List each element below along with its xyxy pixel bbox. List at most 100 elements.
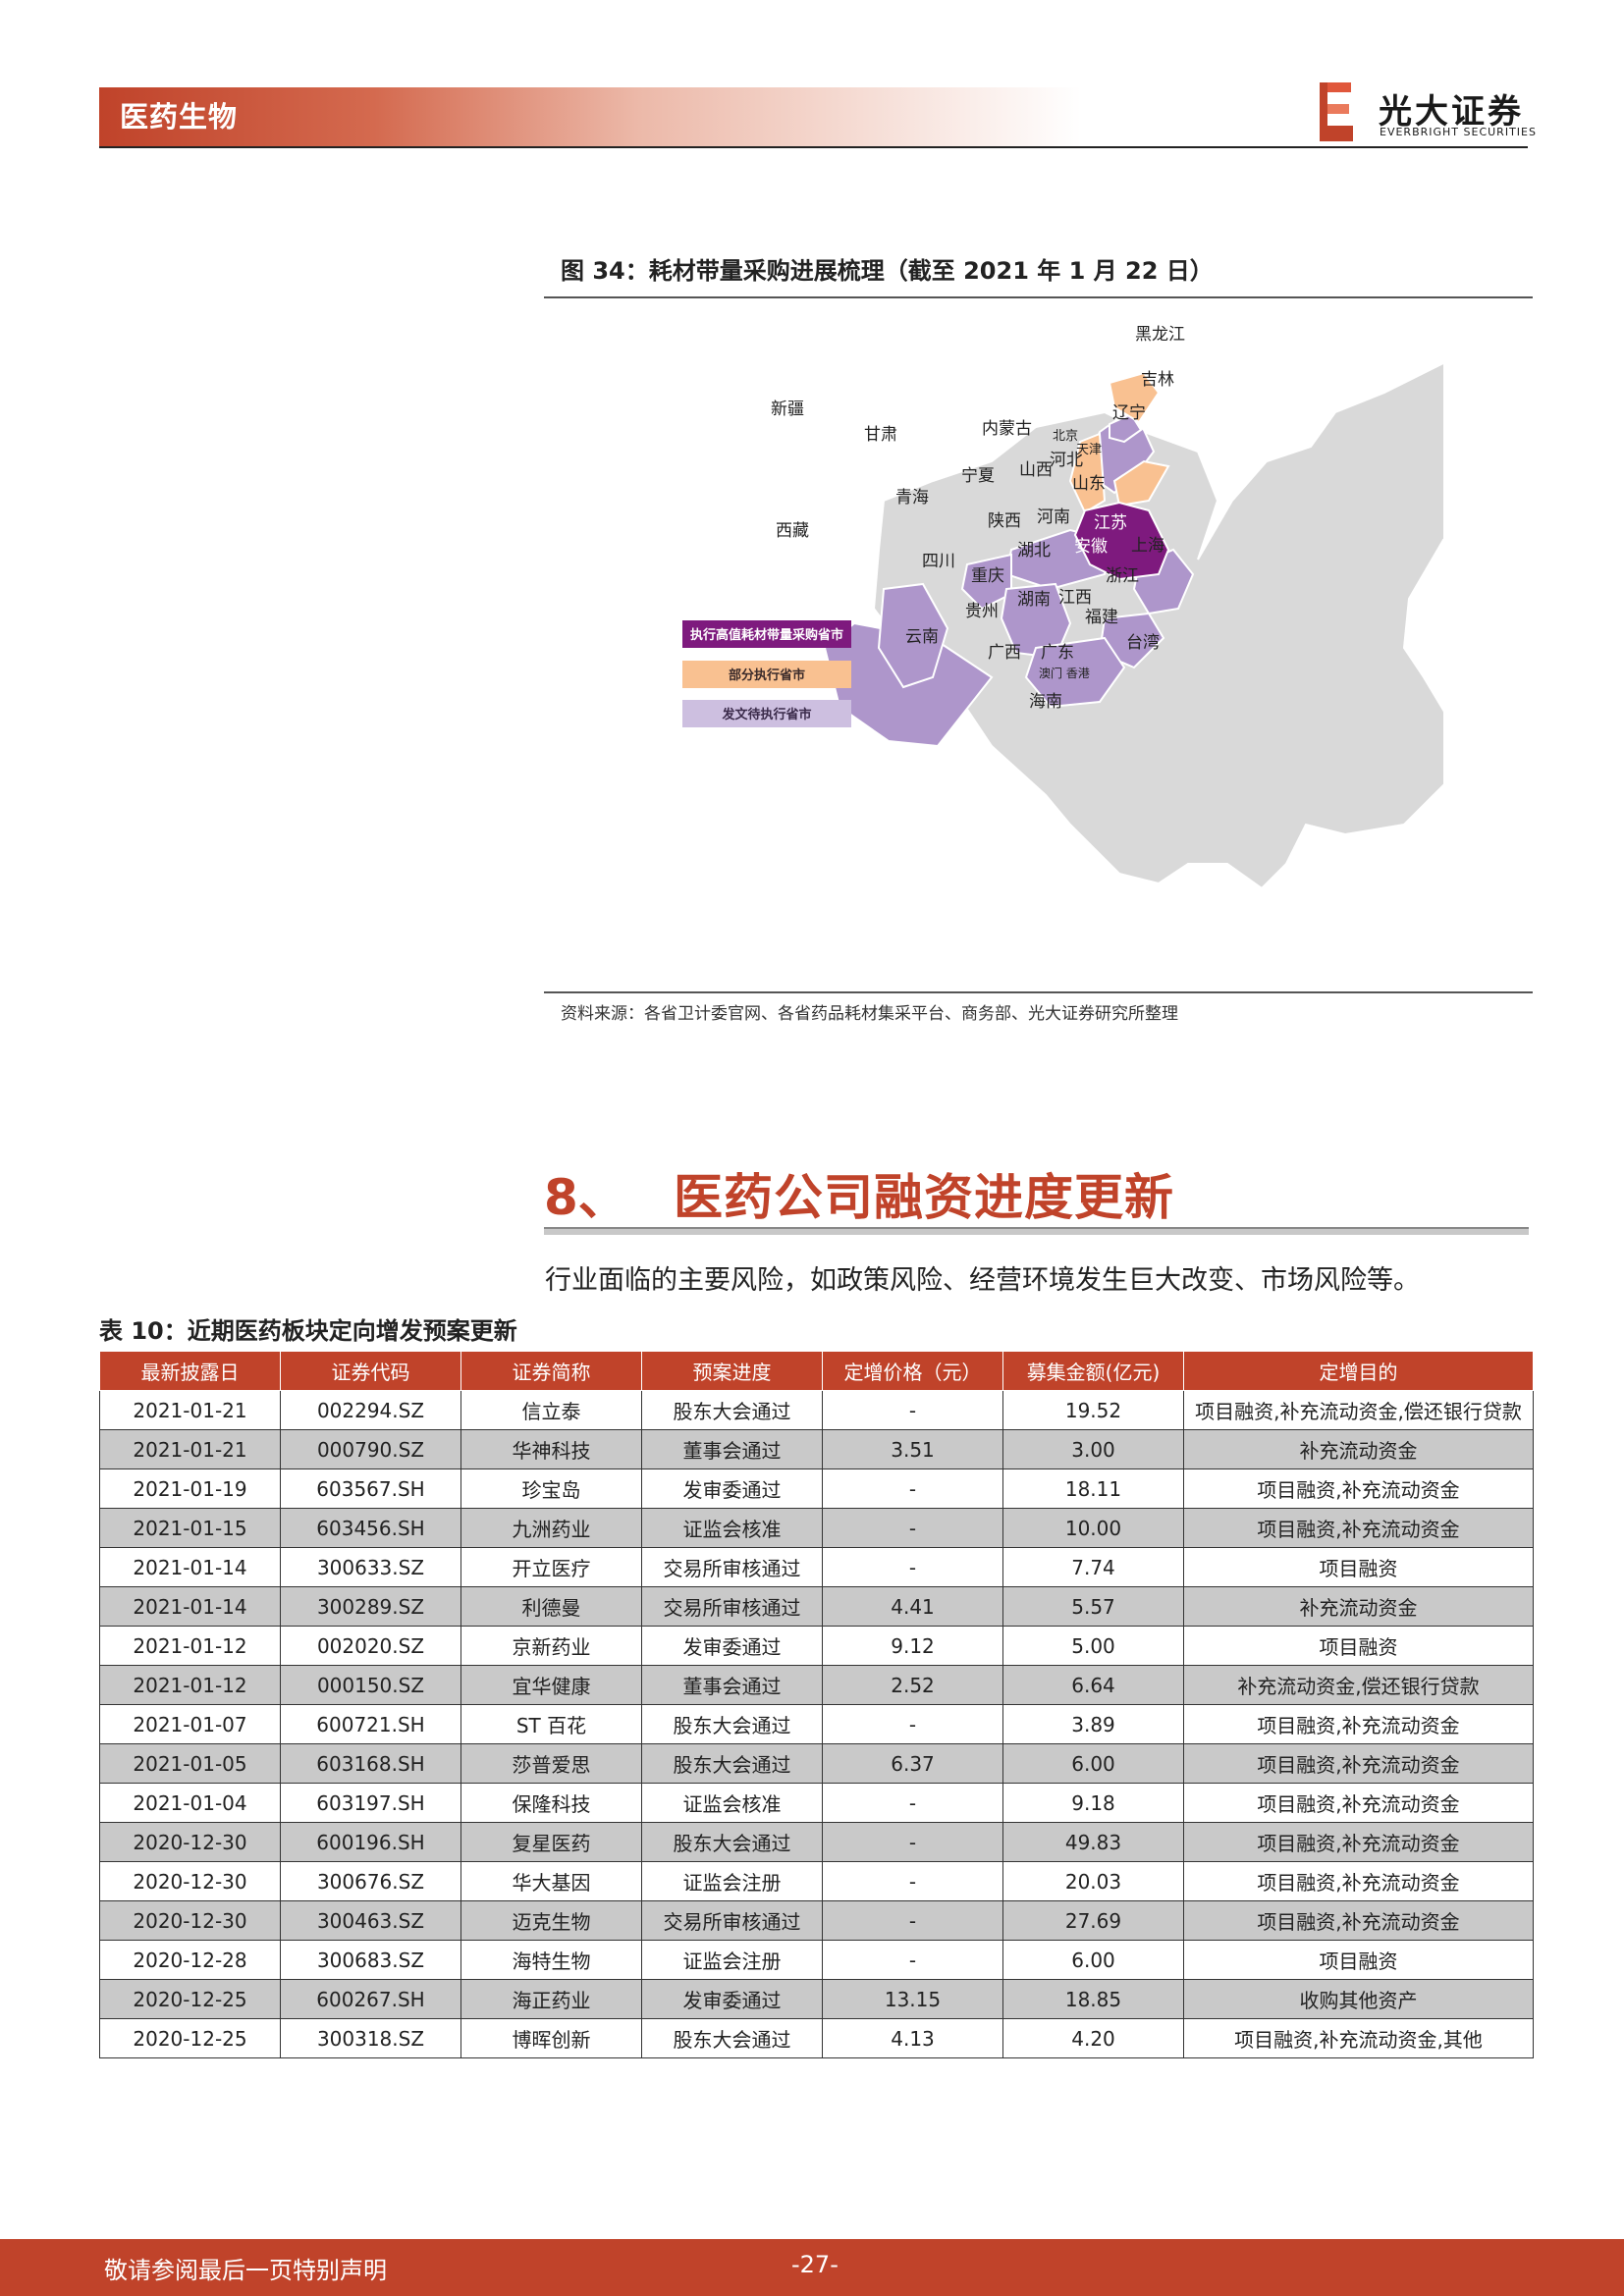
table-row: 2020-12-28 300683.SZ 海特生物 证监会注册 -6.00 项目融资 xyxy=(99,1940,1534,1980)
table-row: 2021-01-19 603567.SH 珍宝岛 发审委通过 -18.11 项目融资,补充… xyxy=(99,1468,1534,1509)
province-label-shandong: 山东 xyxy=(1072,474,1106,494)
province-label-hainan: 海南 xyxy=(1029,692,1062,712)
map-shanxi-region xyxy=(1068,432,1107,514)
table-cell: - xyxy=(822,1940,1003,1980)
table-cell: 莎普爱思 xyxy=(460,1743,642,1784)
table-cell: 九洲药业 xyxy=(460,1508,642,1548)
table-cell: 6.00 xyxy=(1002,1743,1184,1784)
table-cell: 5.57 xyxy=(1002,1586,1184,1627)
table-header-cell: 最新披露日 xyxy=(99,1351,281,1391)
header-divider xyxy=(99,146,1528,148)
table-cell: 3.51 xyxy=(822,1429,1003,1469)
table-row: 2021-01-12 002020.SZ 京新药业 发审委通过 9.12 5.00 项目融资 xyxy=(99,1626,1534,1666)
province-label-fujian: 福建 xyxy=(1085,608,1118,627)
table-row: 2021-01-07 600721.SH ST 百花 股东大会通过 -3.89 项目融资,… xyxy=(99,1704,1534,1744)
table-cell: 项目融资,补充流动资金 xyxy=(1183,1743,1534,1784)
table-cell: ST 百花 xyxy=(460,1704,642,1744)
province-label-liaoning: 辽宁 xyxy=(1112,403,1146,423)
province-label-guangxi: 广西 xyxy=(988,643,1021,663)
table-cell: 49.83 xyxy=(1002,1822,1184,1862)
table-cell: 项目融资,补充流动资金 xyxy=(1183,1468,1534,1509)
table-cell: 27.69 xyxy=(1002,1900,1184,1941)
legend-swatch-partial xyxy=(682,661,851,688)
table-row: 2021-01-14 300633.SZ 开立医疗 交易所审核通过 -7.74 项目融资 xyxy=(99,1547,1534,1587)
company-logo-text: 光大证券 xyxy=(1379,92,1524,132)
table-cell: 项目融资,补充流动资金,其他 xyxy=(1183,2018,1534,2058)
table-cell: 证监会核准 xyxy=(641,1508,823,1548)
section-number: 8、 xyxy=(544,1169,627,1226)
company-logo-subtitle: EVERBRIGHT SECURITIES xyxy=(1380,126,1537,138)
table-cell: 603456.SH xyxy=(280,1508,461,1548)
table-cell: 股东大会通过 xyxy=(641,1822,823,1862)
table-body: 2021-01-21 002294.SZ 信立泰 股东大会通过 -19.52 项目融资,补… xyxy=(99,1390,1534,2058)
table-cell: 2020-12-30 xyxy=(99,1822,281,1862)
table-cell: 补充流动资金,偿还银行贷款 xyxy=(1183,1665,1534,1705)
table-cell: 300633.SZ xyxy=(280,1547,461,1587)
table-cell: 交易所审核通过 xyxy=(641,1547,823,1587)
table-row: 2021-01-14 300289.SZ 利德曼 交易所审核通过 4.41 5.57 补充流… xyxy=(99,1586,1534,1627)
province-label-gansu: 甘肃 xyxy=(864,425,897,445)
table-header-cell: 证券代码 xyxy=(280,1351,461,1391)
province-label-hebei: 河北 xyxy=(1050,451,1083,470)
table-cell: 19.52 xyxy=(1002,1390,1184,1430)
table-cell: 300683.SZ xyxy=(280,1940,461,1980)
table-cell: 2021-01-12 xyxy=(99,1626,281,1666)
table-cell: 2021-01-14 xyxy=(99,1586,281,1627)
table-cell: 600267.SH xyxy=(280,1979,461,2019)
province-label-qinghai: 青海 xyxy=(895,488,929,507)
table-cell: 珍宝岛 xyxy=(460,1468,642,1509)
figure-top-rule xyxy=(544,296,1533,298)
table-cell: 2021-01-19 xyxy=(99,1468,281,1509)
table-cell: 2021-01-05 xyxy=(99,1743,281,1784)
figure-source: 资料来源：各省卫计委官网、各省药品耗材集采平台、商务部、光大证券研究所整理 xyxy=(561,1004,1178,1024)
table-cell: 项目融资 xyxy=(1183,1940,1534,1980)
table-cell: 董事会通过 xyxy=(641,1429,823,1469)
table-row: 2020-12-25 300318.SZ 博晖创新 股东大会通过 4.13 4.20 项目融… xyxy=(99,2018,1534,2058)
table-cell: 证监会核准 xyxy=(641,1783,823,1823)
table-cell: 发审委通过 xyxy=(641,1468,823,1509)
table-cell: 603567.SH xyxy=(280,1468,461,1509)
province-label-anhui: 安徽 xyxy=(1074,537,1108,557)
province-label-chongqing: 重庆 xyxy=(971,566,1004,586)
table-header-cell: 定增价格（元） xyxy=(822,1351,1003,1391)
table-cell: 9.12 xyxy=(822,1626,1003,1666)
table-header-cell: 证券简称 xyxy=(460,1351,642,1391)
map-yunnan-region xyxy=(877,582,949,689)
table-cell: - xyxy=(822,1508,1003,1548)
province-label-shaanxi: 陕西 xyxy=(988,511,1021,531)
table-cell: 2021-01-21 xyxy=(99,1429,281,1469)
table-row: 2020-12-25 600267.SH 海正药业 发审委通过 13.15 18.85 收购… xyxy=(99,1979,1534,2019)
province-label-neimenggu: 内蒙古 xyxy=(982,419,1032,439)
china-procurement-map: 黑龙江 吉林 辽宁 新疆 甘肃 内蒙古 北京 天津 河北 山西 山东 宁夏 青海… xyxy=(682,325,1443,890)
table-cell: 项目融资,补充流动资金 xyxy=(1183,1900,1534,1941)
table-cell: 股东大会通过 xyxy=(641,1704,823,1744)
legend-swatch-high xyxy=(682,620,851,648)
province-label-jilin: 吉林 xyxy=(1141,370,1174,390)
table-header-cell: 定增目的 xyxy=(1183,1351,1534,1391)
province-label-yunnan: 云南 xyxy=(905,627,939,647)
province-label-jiangxi: 江西 xyxy=(1058,588,1092,608)
table-cell: 2021-01-07 xyxy=(99,1704,281,1744)
section-divider xyxy=(544,1227,1529,1235)
table-cell: 2020-12-28 xyxy=(99,1940,281,1980)
table-title: 表 10：近期医药板块定向增发预案更新 xyxy=(99,1317,517,1345)
table-cell: 300676.SZ xyxy=(280,1861,461,1901)
table-cell: 2021-01-21 xyxy=(99,1390,281,1430)
table-row: 2021-01-05 603168.SH 莎普爱思 股东大会通过 6.37 6.00 项目融… xyxy=(99,1743,1534,1784)
province-label-beijing: 北京 xyxy=(1053,429,1078,444)
section-title: 医药公司融资进度更新 xyxy=(674,1169,1174,1226)
table-cell: 2020-12-30 xyxy=(99,1861,281,1901)
risk-paragraph: 行业面临的主要风险，如政策风险、经营环境发生巨大改变、市场风险等。 xyxy=(545,1265,1420,1296)
table-cell: 3.00 xyxy=(1002,1429,1184,1469)
table-cell: 发审委通过 xyxy=(641,1979,823,2019)
map-chongqing-region xyxy=(960,553,1012,611)
table-cell: 600721.SH xyxy=(280,1704,461,1744)
table-cell: - xyxy=(822,1468,1003,1509)
table-cell: 600196.SH xyxy=(280,1822,461,1862)
table-cell: 开立医疗 xyxy=(460,1547,642,1587)
province-label-sichuan: 四川 xyxy=(922,552,955,571)
table-row: 2021-01-04 603197.SH 保隆科技 证监会核准 -9.18 项目融资,补充… xyxy=(99,1783,1534,1823)
province-label-jiangsu: 江苏 xyxy=(1094,513,1127,533)
table-cell: 2021-01-04 xyxy=(99,1783,281,1823)
table-cell: 6.64 xyxy=(1002,1665,1184,1705)
